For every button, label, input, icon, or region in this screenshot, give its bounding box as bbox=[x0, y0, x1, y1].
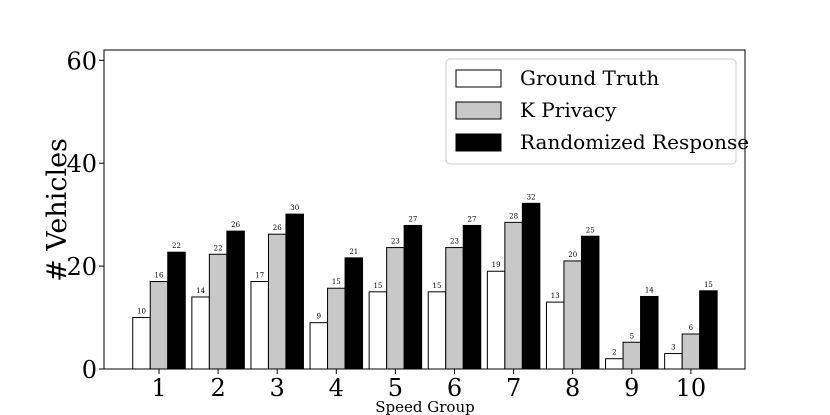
bar-k-privacy-2 bbox=[208, 253, 228, 370]
data-label: 32 bbox=[527, 193, 536, 201]
bar-ground-truth-4 bbox=[309, 322, 329, 370]
data-label: 20 bbox=[568, 251, 577, 259]
data-label: 15 bbox=[373, 282, 382, 290]
data-label: 2 bbox=[612, 349, 616, 357]
bar-randomized-response-6 bbox=[462, 224, 482, 370]
data-label: 19 bbox=[492, 261, 501, 269]
data-label: 22 bbox=[172, 242, 181, 250]
y-tick-label: 20 bbox=[66, 253, 97, 281]
data-label: 15 bbox=[704, 281, 713, 289]
data-label: 25 bbox=[586, 226, 595, 234]
bar-randomized-response-5 bbox=[403, 224, 423, 370]
x-tick-label: 9 bbox=[624, 374, 639, 402]
data-label: 9 bbox=[317, 313, 321, 321]
data-label: 22 bbox=[214, 244, 223, 252]
data-label: 23 bbox=[391, 238, 400, 246]
bar-randomized-response-9 bbox=[640, 295, 659, 370]
data-label: 10 bbox=[137, 308, 146, 316]
x-tick-label: 7 bbox=[506, 374, 521, 402]
x-tick-label: 5 bbox=[388, 374, 403, 402]
data-label: 21 bbox=[349, 248, 358, 256]
bar-k-privacy-1 bbox=[149, 281, 169, 370]
data-label: 27 bbox=[408, 215, 417, 223]
x-tick-label: 8 bbox=[565, 374, 580, 402]
data-label: 14 bbox=[645, 286, 654, 294]
bar-ground-truth-1 bbox=[132, 317, 151, 370]
legend-swatch bbox=[455, 69, 502, 88]
bar-randomized-response-3 bbox=[285, 213, 304, 370]
y-tick-label: 60 bbox=[66, 47, 97, 75]
bar-k-privacy-4 bbox=[327, 287, 346, 370]
data-label: 15 bbox=[433, 282, 442, 290]
x-tick-label: 3 bbox=[270, 374, 285, 402]
bar-ground-truth-2 bbox=[191, 296, 210, 370]
x-tick-label: 1 bbox=[151, 374, 166, 402]
data-label: 28 bbox=[509, 212, 518, 220]
y-axis-title: # Vehicles bbox=[42, 138, 73, 282]
x-tick-label: 2 bbox=[210, 374, 225, 402]
data-label: 26 bbox=[231, 221, 240, 229]
bar-randomized-response-1 bbox=[167, 251, 186, 370]
bar-randomized-response-2 bbox=[226, 230, 245, 370]
bar-randomized-response-8 bbox=[580, 235, 600, 370]
data-label: 26 bbox=[273, 224, 282, 232]
y-axis: 0 20 40 60 bbox=[66, 47, 104, 384]
bars-layer bbox=[132, 202, 718, 370]
bar-randomized-response-4 bbox=[344, 257, 364, 370]
data-label: 5 bbox=[630, 332, 634, 340]
legend-label: Randomized Response bbox=[520, 130, 749, 154]
bar-k-privacy-3 bbox=[267, 233, 287, 370]
bar-randomized-response-10 bbox=[699, 290, 718, 370]
legend-swatch bbox=[455, 133, 502, 152]
legend: Ground Truth K Privacy Randomized Response bbox=[445, 58, 749, 165]
legend-label: Ground Truth bbox=[520, 66, 659, 90]
y-tick-label: 40 bbox=[66, 150, 97, 178]
data-label: 30 bbox=[290, 204, 299, 212]
bar-randomized-response-7 bbox=[521, 202, 541, 370]
bar-ground-truth-6 bbox=[427, 291, 447, 370]
bar-ground-truth-5 bbox=[368, 291, 388, 370]
data-label: 15 bbox=[332, 278, 341, 286]
plot-frame bbox=[103, 49, 746, 370]
bar-ground-truth-9 bbox=[605, 358, 624, 370]
bar-ground-truth-10 bbox=[664, 353, 683, 370]
bar-k-privacy-9 bbox=[622, 341, 642, 370]
x-tick-label: 6 bbox=[447, 374, 462, 402]
data-label: 6 bbox=[689, 324, 694, 332]
data-label: 14 bbox=[196, 287, 205, 295]
bar-k-privacy-7 bbox=[504, 221, 523, 370]
bar-k-privacy-5 bbox=[386, 247, 405, 370]
legend-label: K Privacy bbox=[520, 98, 617, 122]
bar-k-privacy-6 bbox=[445, 247, 464, 370]
x-axis: 1 2 3 4 5 6 7 8 9 10 bbox=[151, 369, 706, 402]
data-label: 3 bbox=[671, 344, 675, 352]
data-label: 16 bbox=[155, 272, 164, 280]
x-axis-title: Speed Group bbox=[375, 398, 474, 415]
y-tick-label: 0 bbox=[82, 356, 97, 384]
bar-ground-truth-8 bbox=[545, 301, 565, 370]
data-label: 17 bbox=[255, 272, 264, 280]
legend-swatch bbox=[455, 101, 502, 120]
data-label: 23 bbox=[450, 238, 459, 246]
data-label: 27 bbox=[468, 215, 477, 223]
bar-k-privacy-8 bbox=[563, 260, 582, 370]
x-tick-label: 4 bbox=[329, 374, 344, 402]
bar-ground-truth-7 bbox=[486, 270, 506, 370]
bar-ground-truth-3 bbox=[250, 281, 269, 370]
bar-k-privacy-10 bbox=[681, 333, 701, 370]
x-tick-label: 10 bbox=[676, 374, 707, 402]
legend-frame bbox=[445, 58, 737, 165]
data-label: 13 bbox=[551, 292, 560, 300]
